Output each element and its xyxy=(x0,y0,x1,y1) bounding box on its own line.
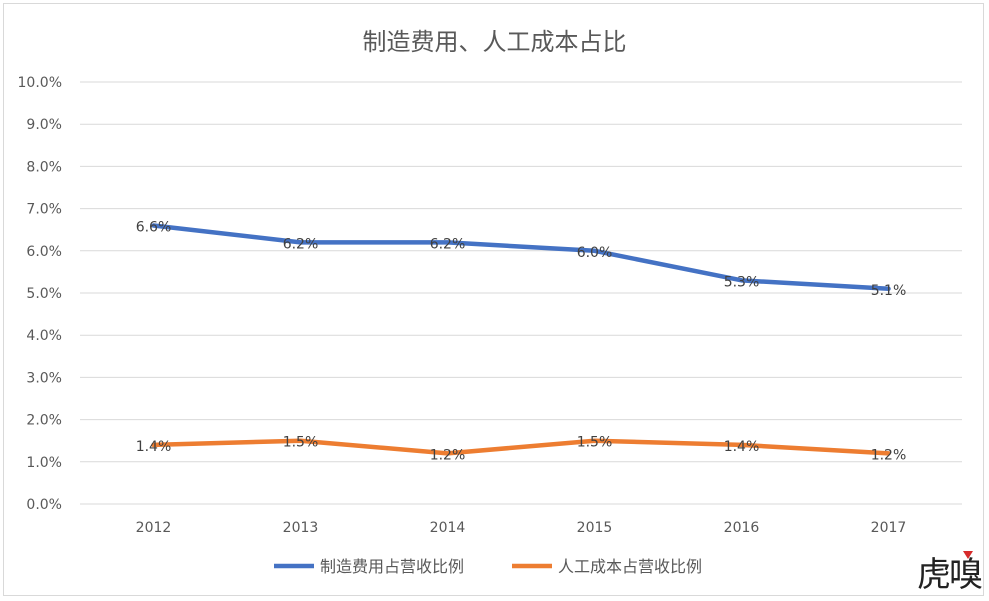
y-tick-label: 10.0% xyxy=(18,75,62,91)
watermark-text: 虎嗅 xyxy=(917,555,983,595)
data-label: 1.2% xyxy=(871,447,907,463)
legend-label-1: 制造费用占营收比例 xyxy=(320,557,464,576)
data-label: 1.5% xyxy=(283,435,319,451)
x-tick-label: 2017 xyxy=(871,520,907,536)
huxiu-watermark-logo: 虎嗅 xyxy=(911,551,983,595)
data-label: 6.0% xyxy=(577,245,613,261)
chart-title: 制造费用、人工成本占比 xyxy=(362,28,627,56)
y-tick-label: 0.0% xyxy=(26,497,62,513)
chart-frame xyxy=(3,3,984,596)
y-tick-label: 5.0% xyxy=(26,286,62,302)
y-tick-label: 2.0% xyxy=(26,413,62,429)
x-tick-label: 2012 xyxy=(136,520,172,536)
series-line-2 xyxy=(151,438,891,456)
data-label: 1.4% xyxy=(724,439,760,455)
x-axis: 2012 2013 2014 2015 2016 2017 xyxy=(136,520,907,536)
x-tick-label: 2013 xyxy=(283,520,319,536)
x-tick-label: 2016 xyxy=(724,520,760,536)
legend-label-2: 人工成本占营收比例 xyxy=(558,557,702,576)
y-tick-label: 9.0% xyxy=(26,117,62,133)
y-tick-label: 4.0% xyxy=(26,328,62,344)
data-label: 1.4% xyxy=(136,439,172,455)
y-tick-label: 7.0% xyxy=(26,202,62,218)
watermark-accent xyxy=(963,551,973,559)
data-label: 6.6% xyxy=(136,219,172,235)
data-label: 6.2% xyxy=(283,236,319,252)
x-tick-label: 2015 xyxy=(577,520,613,536)
series-line-1 xyxy=(151,223,891,292)
x-tick-label: 2014 xyxy=(430,520,466,536)
data-label: 1.2% xyxy=(430,447,466,463)
data-label: 6.2% xyxy=(430,236,466,252)
series-lines xyxy=(151,223,891,456)
data-label: 5.3% xyxy=(724,274,760,290)
data-labels: 6.6% 6.2% 6.2% 6.0% 5.3% 5.1% 1.4% 1.5% 1.2% 1.5%… xyxy=(136,219,907,463)
legend: 制造费用占营收比例 人工成本占营收比例 xyxy=(274,557,702,576)
y-tick-label: 1.0% xyxy=(26,455,62,471)
data-label: 5.1% xyxy=(871,283,907,299)
y-axis: 0.0% 1.0% 2.0% 3.0% 4.0% 5.0% 6.0% 7.0% 8.0% 9.0%… xyxy=(18,75,62,513)
y-tick-label: 8.0% xyxy=(26,159,62,175)
y-tick-label: 6.0% xyxy=(26,244,62,260)
y-tick-label: 3.0% xyxy=(26,370,62,386)
data-label: 1.5% xyxy=(577,435,613,451)
grid-lines xyxy=(80,81,962,505)
